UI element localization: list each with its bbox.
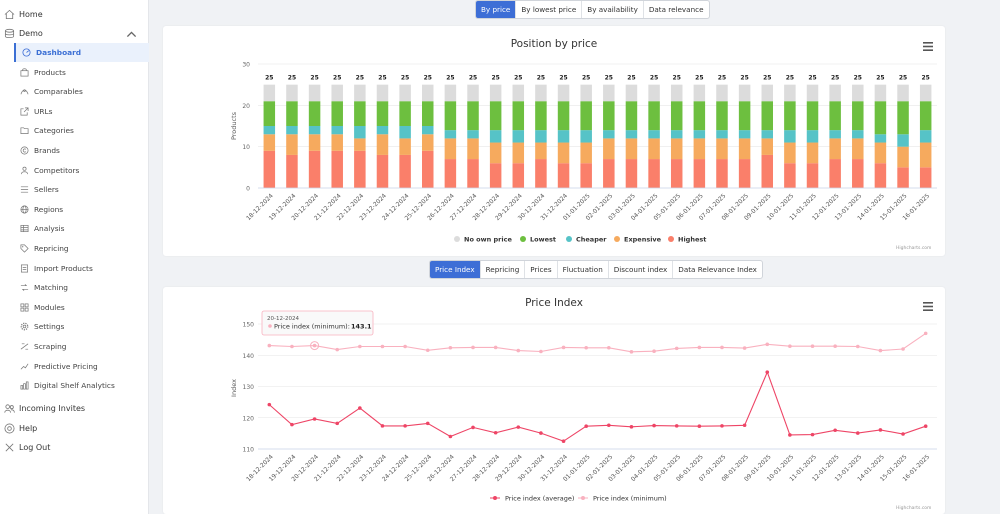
help-icon [4,423,15,433]
nav-incoming-invites-label: Incoming Invites [19,403,86,413]
tab-fluctuation[interactable]: Fluctuation [558,261,609,278]
sidebar-item-label: Regions [34,204,64,214]
nav-logout-label: Log Out [19,442,51,452]
sidebar-item-label: Predictive Pricing [34,361,98,371]
sidebar-item-label: Settings [34,322,65,332]
sidebar-item-settings[interactable]: Settings [14,317,149,336]
credits: Highcharts.com [896,246,932,251]
tab-by-lowest-price[interactable]: By lowest price [516,1,583,18]
sidebar-item-label: Sellers [34,185,59,195]
folder-icon [20,127,29,135]
sidebar-item-predictive-pricing[interactable]: Predictive Pricing [14,357,149,376]
sidebar-item-label: Digital Shelf Analytics [34,381,115,391]
gear-icon [20,323,29,331]
tab-price-index[interactable]: Price Index [430,261,481,278]
trend-icon [20,363,29,370]
sidebar-item-label: Dashboard [36,48,82,57]
price-index-panel: Price Index Highcharts.com [163,287,945,514]
shelf-icon [20,381,29,390]
sellers-icon [20,186,29,193]
index-tabs: Price Index Repricing Prices Fluctuation Dis… [429,260,763,279]
sidebar-item-analysis[interactable]: Analysis [14,219,149,238]
sidebar-item-label: Competitors [34,165,80,175]
sidebar-item-label: URLs [34,106,53,116]
sidebar-item-label: Comparables [34,87,83,97]
import-icon [20,264,29,273]
nav-home-label: Home [19,9,43,19]
chevron-up-icon [126,31,137,38]
sidebar: Home Demo Dashboard Products Comparables UR… [0,0,149,514]
nav-demo-label: Demo [19,28,43,38]
dashboard-icon [22,48,31,57]
sidebar-item-label: Repricing [34,244,69,253]
sidebar-item-urls[interactable]: URLs [14,102,149,121]
home-icon [4,9,15,19]
tab-data-relevance[interactable]: Data relevance [648,5,704,14]
position-by-price-panel: Position by price Highcharts.com [163,26,945,256]
copyright-icon [20,146,29,155]
globe-icon [20,205,29,214]
sidebar-item-label: Modules [34,302,65,312]
sidebar-item-label: Import Products [34,263,93,273]
sidebar-item-regions[interactable]: Regions [14,200,149,219]
tab-by-price[interactable]: By price [476,1,517,18]
nav-help[interactable]: Help [0,418,149,438]
nav-incoming-invites[interactable]: Incoming Invites [0,398,149,418]
sidebar-item-sellers[interactable]: Sellers [14,180,149,199]
bag-icon [20,68,29,77]
sidebar-item-repricing[interactable]: Repricing [14,239,149,258]
nav-demo[interactable]: Demo [0,23,149,43]
menu-icon[interactable] [923,42,933,51]
matching-icon [20,284,29,292]
chart-title: Price Index [525,297,583,309]
close-icon [5,443,14,451]
chart-view-tabs: By price By lowest price By availability Da… [475,0,710,19]
credits: Highcharts.com [896,506,932,511]
tab-prices[interactable]: Prices [525,261,558,278]
menu-icon[interactable] [923,302,933,311]
sidebar-item-brands[interactable]: Brands [14,141,149,160]
sidebar-item-modules[interactable]: Modules [14,298,149,317]
table-icon [20,225,29,233]
competitors-icon [20,166,29,174]
sidebar-item-categories[interactable]: Categories [14,121,149,140]
nav-logout[interactable]: Log Out [0,437,149,457]
chart-title: Position by price [510,38,598,50]
nav-help-label: Help [19,423,38,433]
tab-discount-index[interactable]: Discount index [609,261,674,278]
database-icon [4,28,15,38]
sidebar-item-dashboard[interactable]: Dashboard [14,43,149,62]
modules-icon [20,303,29,312]
compare-icon [20,89,29,95]
sidebar-item-comparables[interactable]: Comparables [14,82,149,101]
tab-by-availability[interactable]: By availability [582,1,644,18]
sidebar-item-label: Analysis [34,224,65,234]
sidebar-item-products[interactable]: Products [14,63,149,82]
sidebar-item-import-products[interactable]: Import Products [14,259,149,278]
sidebar-item-label: Scraping [34,342,67,351]
sidebar-item-label: Matching [34,283,68,293]
external-link-icon [20,107,29,116]
nav-home[interactable]: Home [0,4,149,24]
sidebar-item-scraping[interactable]: Scraping [14,337,149,356]
sidebar-item-label: Brands [34,146,60,155]
sidebar-item-matching[interactable]: Matching [14,278,149,297]
scraping-icon [20,343,29,350]
sidebar-item-label: Products [34,67,66,77]
sidebar-item-digital-shelf-analytics[interactable]: Digital Shelf Analytics [14,376,149,395]
tab-data-relevance-index[interactable]: Data Relevance Index [678,265,757,274]
sidebar-item-label: Categories [34,126,74,136]
sidebar-item-competitors[interactable]: Competitors [14,161,149,180]
users-icon [4,403,15,413]
tab-repricing[interactable]: Repricing [481,261,526,278]
tag-icon [20,244,29,253]
